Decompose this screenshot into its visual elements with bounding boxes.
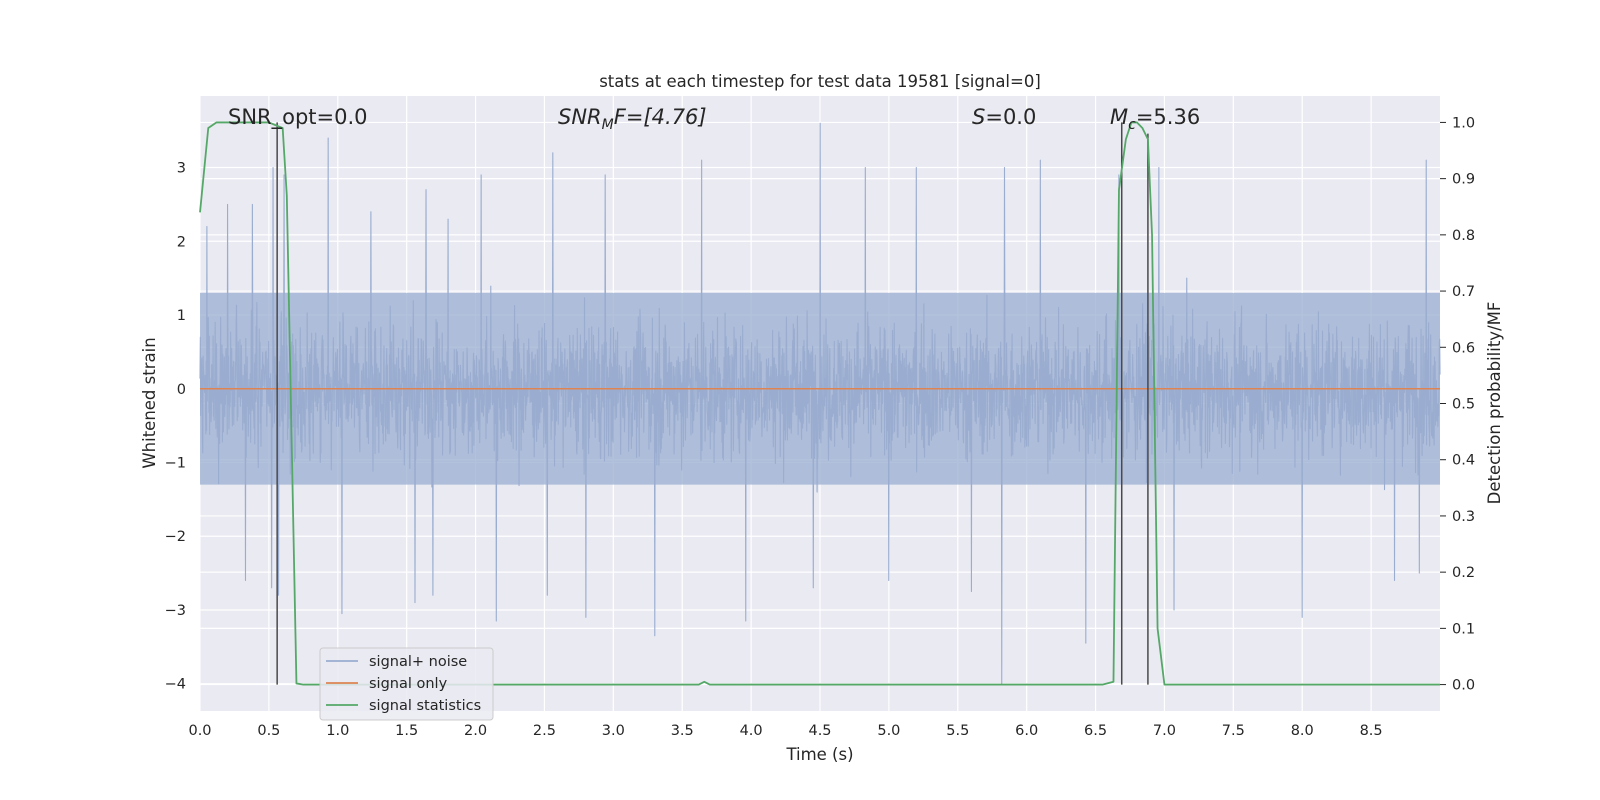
y-right-tick-label: 0.2	[1452, 565, 1475, 581]
x-tick-label: 4.5	[808, 723, 831, 739]
x-tick-label: 7.5	[1222, 723, 1245, 739]
annotation-mc: Mc=5.36	[1110, 105, 1200, 133]
x-tick-label: 3.5	[671, 723, 694, 739]
x-tick-label: 8.0	[1291, 723, 1314, 739]
x-axis-ticks: 0.0 0.5 1.0 1.5 2.0 2.5 3.0 3.5 4.0 4.5 5.0 5.5 6.0 6…	[188, 723, 1382, 739]
legend-label-signal-only: signal only	[369, 676, 448, 692]
y-left-tick-label: 0	[177, 382, 186, 398]
y-axis-right-ticks: 1.0 0.9 0.8 0.7 0.6 0.5 0.4 0.3 0.2 0.1 0.0	[1440, 115, 1475, 694]
x-tick-label: 1.0	[326, 723, 349, 739]
y-left-tick-label: 3	[177, 161, 186, 177]
series-signal-statistics	[199, 121, 1440, 686]
legend-box	[319, 647, 494, 721]
annotation-snr-opt: SNR_opt=0.0	[228, 105, 368, 130]
annotation-snr-mf: SNRMF=[4.76]	[558, 105, 707, 133]
y-right-tick-label: 0.7	[1452, 284, 1475, 300]
y-right-tick-label: 1.0	[1452, 115, 1475, 131]
annotation-s-base: S	[972, 105, 985, 129]
y-left-tick-label: −2	[165, 529, 186, 545]
x-tick-label: 6.0	[1015, 723, 1038, 739]
x-tick-label: 2.5	[533, 723, 556, 739]
y-right-tick-label: 0.6	[1452, 340, 1475, 356]
y-left-tick-label: −4	[165, 677, 186, 693]
annotation-mc-sub: c	[1128, 117, 1136, 133]
y-right-tick-label: 0.1	[1452, 621, 1475, 637]
y-left-tick-label: 1	[177, 308, 186, 324]
annotation-s-rest: =0.0	[985, 105, 1036, 129]
y-right-tick-label: 0.4	[1452, 453, 1475, 469]
x-tick-label: 5.0	[877, 723, 900, 739]
y-left-tick-label: 2	[177, 234, 186, 250]
signal-statistics-line	[199, 121, 1440, 686]
y-axis-left-label: Whitened strain	[140, 337, 159, 468]
y-left-tick-label: −3	[165, 603, 186, 619]
y-right-tick-label: 0.0	[1452, 678, 1475, 694]
x-axis-label: Time (s)	[785, 745, 853, 764]
y-axis-right-label: Detection probability/MF	[1485, 302, 1504, 505]
y-axis-left-ticks: 3 2 1 0 −1 −2 −3 −4	[165, 161, 186, 693]
x-tick-label: 5.5	[946, 723, 969, 739]
legend-label-signal-noise: signal+ noise	[369, 654, 467, 670]
annotation-mc-base: M	[1110, 105, 1128, 129]
annotation-snr-mf-base: SNR	[558, 105, 602, 129]
y-right-tick-label: 0.3	[1452, 509, 1475, 525]
x-tick-label: 6.5	[1084, 723, 1107, 739]
noise-line	[199, 122, 1441, 685]
y-left-tick-label: −1	[165, 455, 186, 471]
y-right-tick-label: 0.9	[1452, 172, 1475, 188]
x-tick-label: 0.0	[188, 723, 211, 739]
x-tick-label: 4.0	[740, 723, 763, 739]
y-right-tick-label: 0.8	[1452, 228, 1475, 244]
y-right-tick-label: 0.5	[1452, 397, 1475, 413]
x-tick-label: 2.0	[464, 723, 487, 739]
annotation-snr-mf-rest: F=[4.76]	[614, 105, 707, 129]
event-markers	[276, 122, 1149, 685]
x-tick-label: 7.0	[1153, 723, 1176, 739]
legend: signal+ noise signal only signal statist…	[319, 647, 494, 721]
annotation-mc-rest: =5.36	[1136, 105, 1200, 129]
x-tick-label: 3.0	[602, 723, 625, 739]
legend-label-signal-statistics: signal statistics	[369, 698, 481, 714]
x-tick-label: 1.5	[395, 723, 418, 739]
x-tick-label: 0.5	[257, 723, 280, 739]
x-tick-label: 8.5	[1360, 723, 1383, 739]
annotation-snr-mf-sub: M	[602, 117, 614, 133]
annotation-s: S=0.0	[972, 105, 1036, 129]
chart-title: stats at each timestep for test data 195…	[599, 72, 1041, 91]
